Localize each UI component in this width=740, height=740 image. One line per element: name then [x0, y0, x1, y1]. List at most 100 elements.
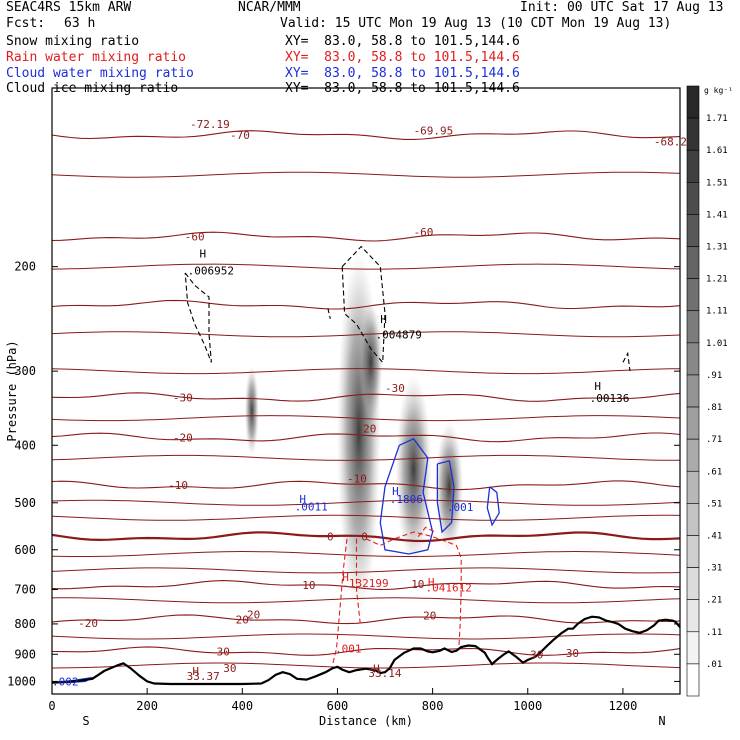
contour-label: 0 [361, 531, 368, 544]
contour-label: 20 [247, 609, 260, 622]
contour-label: H [373, 663, 380, 676]
colorbar-label: .11 [706, 628, 722, 638]
isotherm-line [51, 432, 681, 443]
isotherm-line [51, 231, 681, 242]
shading-blob [435, 421, 464, 552]
contour-label: .006952 [188, 264, 234, 277]
cloud-ice-contour [327, 308, 331, 320]
isotherm-label: -10 [168, 479, 188, 492]
y-axis-label: Pressure (hPa) [5, 340, 19, 441]
isotherm-line [51, 368, 681, 375]
isotherm-line [51, 392, 681, 402]
colorbar-label: .21 [706, 596, 722, 606]
contour-label: -30 [385, 382, 405, 395]
y-tick-label: 700 [14, 583, 36, 597]
colorbar-cell [686, 149, 700, 183]
isotherm-label: -60 [185, 231, 205, 244]
colorbar-cell [686, 406, 700, 440]
colorbar-label: .81 [706, 403, 722, 413]
x-tick-label: 200 [136, 699, 158, 713]
contour-label: -20 [78, 617, 98, 630]
isotherm-line [51, 580, 681, 591]
cloud-water-contour [379, 437, 434, 555]
x-tick-label: 600 [327, 699, 349, 713]
rain-water-contour [417, 526, 436, 537]
colorbar-cell [686, 503, 700, 536]
isotherm-label: 30 [217, 645, 230, 658]
colorbar-label: .41 [706, 531, 722, 541]
plot-frame [51, 87, 681, 695]
contour-label: H [192, 665, 199, 678]
colorbar-label: 1.21 [706, 275, 728, 285]
colorbar-cell [686, 214, 700, 247]
isotherm-line [51, 614, 681, 625]
contour-label: 33.37 [187, 670, 220, 683]
y-tick-label: 900 [14, 647, 36, 661]
field-cloudwater-xy: XY= 83.0, 58.8 to 101.5,144.6 [285, 66, 520, 81]
field-cloudice-name: Cloud ice mixing ratio [6, 81, 179, 96]
cloud-water-contours [51, 437, 500, 684]
colorbar-cell [686, 342, 700, 376]
colorbar-cell [686, 631, 700, 665]
colorbar-cell [686, 310, 700, 344]
colorbar-cell [686, 438, 700, 472]
contour-label: .0011 [295, 500, 328, 513]
y-tick-label: 600 [14, 543, 36, 557]
colorbar-label: .01 [706, 660, 722, 670]
init-time: Init: 00 UTC Sat 17 Aug 13 [520, 0, 724, 15]
colorbar-label: 1.71 [706, 114, 728, 124]
temperature-contours [51, 130, 681, 669]
contour-label: H [199, 247, 206, 260]
field-rain-xy: XY= 83.0, 58.8 to 101.5,144.6 [285, 50, 520, 65]
contour-label: .001 [447, 501, 474, 514]
x-tick-label: 1000 [513, 699, 542, 713]
forecast-label: Fcst: [6, 16, 46, 31]
colorbar-label: .61 [706, 467, 722, 477]
contour-label: H [299, 493, 306, 506]
contour-label: .041612 [425, 582, 471, 595]
colorbar-cell [686, 85, 700, 119]
y-tick-label: 500 [14, 496, 36, 510]
contour-label: H [594, 380, 601, 393]
isotherm-line [51, 550, 681, 557]
colorbar-label: 1.31 [706, 243, 728, 253]
x-tick-label: 400 [231, 699, 253, 713]
y-tick-label: 300 [14, 364, 36, 378]
isotherm-label: -20 [173, 431, 193, 444]
isotherm-line [51, 480, 681, 491]
plot-border [51, 87, 681, 695]
x-tick-label: 1200 [608, 699, 637, 713]
forecast-hour: 63 h [64, 16, 96, 31]
cloud-ice-contour [184, 272, 212, 363]
isotherm-line [51, 171, 681, 178]
contour-label: -60 [414, 226, 434, 239]
colorbar-cell [686, 599, 700, 633]
colorbar-cell [686, 663, 700, 697]
rain-water-contour [365, 531, 462, 649]
colorbar-label: .71 [706, 435, 722, 445]
endpoint-label-north: N [658, 714, 665, 728]
contour-label: -68.24 [654, 135, 694, 148]
shading-blob [358, 302, 383, 423]
rain-water-contour [355, 538, 361, 624]
contour-label: .001 [335, 642, 362, 655]
colorbar-cell [686, 470, 700, 504]
contour-label: .1806 [390, 493, 423, 506]
y-tick-label: 400 [14, 438, 36, 452]
field-rain-name: Rain water mixing ratio [6, 50, 187, 65]
org-label: NCAR/MMM [238, 0, 301, 15]
contour-label: -72.19 [190, 118, 230, 131]
colorbar-label: .91 [706, 371, 722, 381]
rain-water-contour [332, 538, 348, 665]
isotherm-line [51, 130, 681, 140]
isotherm-line [51, 567, 681, 574]
isotherm-line [51, 597, 681, 604]
y-tick-label: 1000 [7, 674, 36, 688]
isotherm-label: -30 [173, 391, 193, 404]
colorbar-label: 1.41 [706, 210, 728, 220]
contour-label: H [380, 313, 387, 326]
x-axis-label: Distance (km) [319, 714, 413, 728]
isotherm-label: 20 [236, 613, 249, 626]
contour-label: 30 [530, 648, 543, 661]
